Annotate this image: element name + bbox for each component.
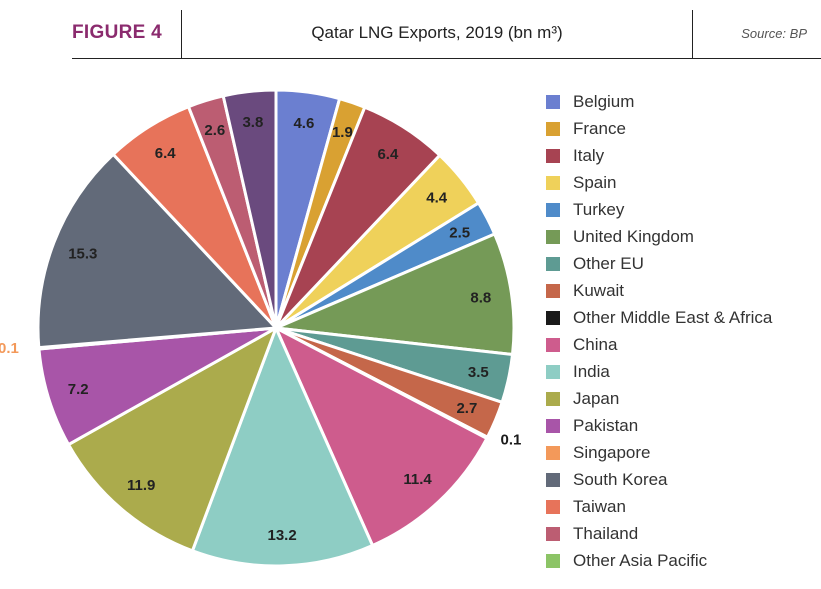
legend-label: South Korea (573, 470, 668, 489)
legend-label: Other Asia Pacific (573, 551, 708, 570)
legend-swatch (546, 473, 560, 487)
figure-number: FIGURE 4 (72, 22, 163, 43)
slice-value-label: 3.8 (242, 114, 263, 131)
legend-label: Other Middle East & Africa (573, 308, 773, 327)
legend-swatch (546, 230, 560, 244)
legend-swatch (546, 122, 560, 136)
legend-label: India (573, 362, 610, 381)
legend-swatch (546, 500, 560, 514)
legend-label: Japan (573, 389, 620, 408)
slice-value-label: 2.7 (456, 400, 477, 417)
slice-value-label: 11.4 (403, 471, 432, 488)
legend-swatch (546, 257, 560, 271)
slice-value-label: 0.1 (501, 432, 522, 449)
legend-swatch (546, 365, 560, 379)
slice-value-label: 15.3 (68, 246, 97, 263)
legend-swatch (546, 419, 560, 433)
legend-label: Other EU (573, 254, 644, 273)
slice-value-label: 2.6 (204, 122, 225, 139)
legend-swatch (546, 554, 560, 568)
legend-swatch (546, 446, 560, 460)
slice-value-label: 11.9 (127, 477, 155, 494)
pie-slice-united-kingdom (274, 232, 516, 357)
legend-label: Thailand (573, 524, 639, 543)
legend-swatch (546, 95, 560, 109)
legend-swatch (546, 311, 560, 325)
legend-swatch (546, 392, 560, 406)
legend-label: Italy (573, 146, 605, 165)
legend-swatch (546, 527, 560, 541)
slice-value-label: 4.6 (293, 115, 314, 132)
slice-value-label: 7.2 (68, 381, 89, 398)
legend-label: Turkey (573, 200, 625, 219)
slice-value-label: 0.1 (0, 340, 19, 357)
legend-swatch (546, 176, 560, 190)
slice-value-label: 13.2 (267, 527, 296, 544)
legend-swatch (546, 338, 560, 352)
slice-value-label: 6.4 (377, 146, 399, 163)
slice-value-label: 1.9 (332, 124, 353, 141)
legend-label: Taiwan (573, 497, 626, 516)
source-note: Source: BP (741, 26, 807, 41)
pie-slice-japan (67, 326, 278, 553)
legend-label: Kuwait (573, 281, 625, 300)
legend-swatch (546, 284, 560, 298)
pie-slice-india (190, 326, 375, 568)
pie-slice-south-korea (36, 152, 278, 350)
pie-chart: 4.6 1.9 6.4 4.4 2.5 8.8 3.5 2.7 0.1 11.4 13.2 11.9 7… (0, 88, 521, 568)
legend-label: United Kingdom (573, 227, 694, 246)
slice-labels: 4.6 1.9 6.4 4.4 2.5 8.8 3.5 2.7 0.1 11.4 13.2 11.9 7… (0, 114, 521, 544)
legend-swatch (546, 149, 560, 163)
legend-swatch (546, 203, 560, 217)
legend-label: Singapore (573, 443, 651, 462)
slice-value-label: 3.5 (468, 364, 489, 381)
slice-value-label: 6.4 (155, 145, 177, 162)
pie-slice-china (274, 326, 489, 548)
figure-header: FIGURE 4 Qatar LNG Exports, 2019 (bn m³)… (72, 10, 821, 59)
legend-label: Spain (573, 173, 617, 192)
legend-label: Pakistan (573, 416, 639, 435)
chart-title: Qatar LNG Exports, 2019 (bn m³) (181, 10, 693, 58)
slice-value-label: 2.5 (449, 225, 470, 242)
legend-label: Belgium (573, 92, 635, 111)
pie-slice-other-asia-pacific (221, 88, 278, 330)
legend-label: France (573, 119, 626, 138)
legend-label: China (573, 335, 618, 354)
slice-value-label: 4.4 (426, 189, 448, 206)
slice-value-label: 8.8 (470, 290, 491, 307)
